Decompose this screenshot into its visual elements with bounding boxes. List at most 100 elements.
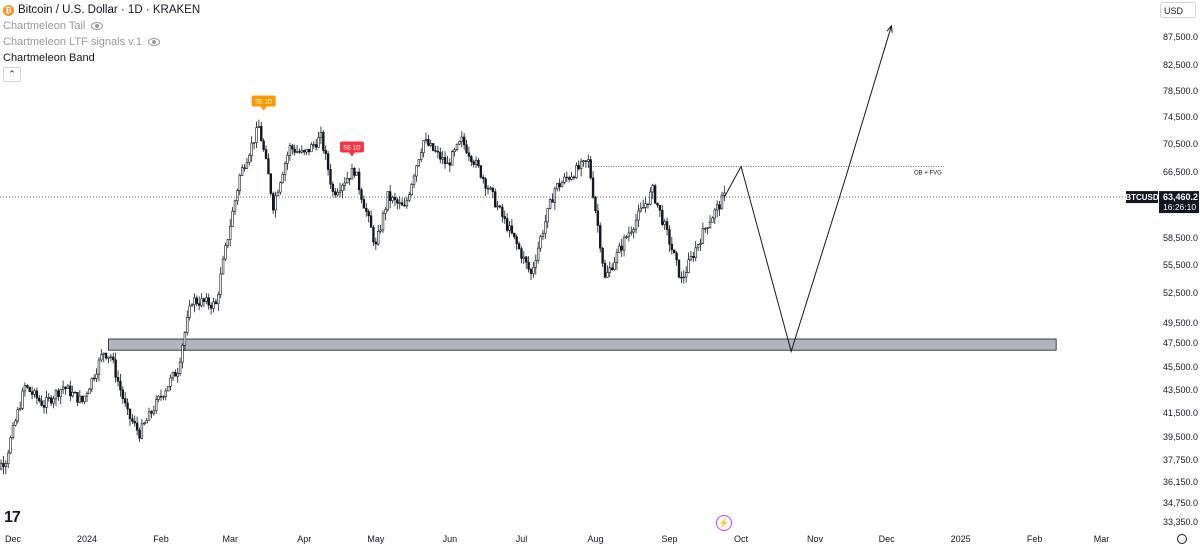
candle-body — [197, 303, 201, 306]
candle-body — [474, 160, 478, 165]
time-tick-label: May — [367, 534, 385, 544]
candle-body — [78, 395, 82, 403]
indicator-row[interactable]: Chartmeleon Band — [3, 50, 200, 66]
candle-body — [436, 150, 440, 153]
candle-body — [417, 159, 421, 167]
candle-body — [283, 163, 287, 175]
time-tick-label: Feb — [1027, 534, 1043, 544]
candle-body — [670, 243, 674, 251]
candle-body — [684, 272, 688, 278]
candle-body — [47, 397, 51, 399]
symbol-title-row[interactable]: ₿ Bitcoin / U.S. Dollar · 1D · KRAKEN — [3, 2, 200, 18]
candle-body — [632, 228, 635, 233]
candle-body — [186, 317, 189, 333]
candle-body — [319, 132, 323, 138]
candle-body — [565, 176, 569, 179]
candle-body — [615, 252, 619, 263]
candle-body — [260, 126, 263, 142]
candle-body — [439, 151, 442, 160]
candle-body — [384, 209, 387, 214]
candle-body — [567, 177, 571, 180]
indicator-row[interactable]: Chartmeleon LTF signals v.1 — [3, 34, 200, 50]
candle-body — [312, 144, 315, 146]
candle-body — [252, 142, 256, 144]
candle-body — [116, 377, 120, 382]
candle-body — [147, 411, 151, 421]
candle-body — [81, 395, 84, 402]
candle-body — [343, 182, 347, 186]
candle-body — [4, 463, 8, 467]
candle-body — [622, 236, 626, 251]
gear-icon[interactable] — [1177, 534, 1187, 544]
candle-body — [214, 301, 218, 305]
candle-body — [303, 150, 306, 153]
candle-body — [90, 377, 93, 390]
candle-body — [453, 149, 456, 153]
candle-body — [460, 136, 463, 142]
ob-fvg-label: OB + FVG — [914, 170, 942, 176]
candle-body — [412, 175, 416, 185]
candle-body — [45, 397, 48, 408]
lightning-icon[interactable]: ⚡ — [716, 515, 732, 531]
indicator-name: Chartmeleon LTF signals v.1 — [3, 36, 142, 48]
eye-hidden-icon[interactable] — [147, 38, 160, 46]
candle-body — [606, 272, 609, 278]
candle-body — [546, 208, 549, 223]
candle-body — [618, 245, 621, 253]
candle-body — [310, 144, 313, 153]
candle-body — [138, 429, 141, 439]
overlay-layer: BTCUSD 63,460.216:26:10 OB + FVG SE 1D SE 1D — [0, 24, 1199, 354]
price-tick-label: 36,150.0 — [1163, 477, 1198, 487]
candle-body — [0, 462, 3, 470]
candle-body — [446, 162, 449, 164]
candle-body — [651, 185, 654, 193]
candle-body — [274, 195, 277, 211]
candle-body — [207, 297, 210, 306]
bitcoin-icon: ₿ — [3, 4, 14, 16]
candle-body — [591, 177, 595, 198]
candle-body — [510, 225, 514, 234]
candle-body — [181, 345, 184, 363]
candle-body — [539, 236, 542, 249]
eye-hidden-icon[interactable] — [91, 22, 104, 30]
candle-body — [326, 153, 330, 170]
candle-body — [35, 390, 39, 399]
signal-pointer — [260, 106, 267, 111]
candle-body — [396, 199, 399, 204]
candle-body — [708, 221, 712, 228]
candle-body — [324, 150, 327, 155]
candle-body — [205, 297, 208, 302]
candle-body — [193, 297, 196, 306]
candle-body — [584, 160, 588, 162]
candle-body — [713, 209, 717, 219]
candle-body — [541, 232, 545, 238]
candle-body — [219, 273, 222, 295]
candle-body — [18, 407, 22, 410]
candle-body — [40, 400, 43, 406]
symbol-tag: BTCUSD — [1125, 193, 1159, 202]
price-tick-label: 45,500.0 — [1163, 362, 1198, 372]
candle-body — [627, 232, 631, 238]
time-tick-label: Mar — [222, 534, 238, 544]
candle-body — [718, 204, 721, 210]
candle-body — [467, 152, 471, 157]
candle-body — [171, 372, 175, 379]
candle-body — [656, 202, 659, 206]
candle-body — [114, 359, 117, 378]
indicator-row[interactable]: Chartmeleon Tail — [3, 18, 200, 34]
time-tick-label: 2024 — [77, 534, 97, 544]
candle-body — [649, 191, 652, 205]
currency-selector[interactable]: USD — [1160, 2, 1196, 18]
candle-body — [668, 229, 671, 245]
candle-body — [682, 276, 685, 279]
candle-body — [271, 193, 275, 211]
chevron-up-icon[interactable]: ⌃ — [3, 67, 21, 82]
tradingview-logo-icon[interactable]: 17 — [4, 509, 21, 526]
candle-body — [520, 248, 523, 259]
candle-body — [2, 462, 5, 467]
candle-body — [200, 298, 203, 306]
price-tick-label: 47,500.0 — [1163, 338, 1198, 348]
candle-body — [21, 390, 24, 409]
candle-body — [556, 183, 559, 190]
